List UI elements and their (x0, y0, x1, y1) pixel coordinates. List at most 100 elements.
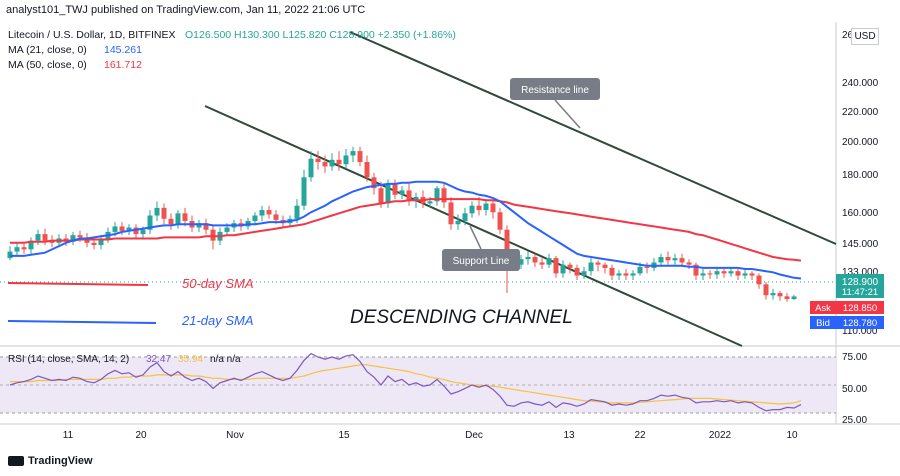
candle-body (532, 257, 538, 263)
candle-body (763, 284, 769, 296)
candle-body (644, 266, 650, 268)
candle-body (154, 207, 160, 216)
time-tick-label: 10 (786, 430, 798, 441)
rsi-legend-label: RSI (14, close, SMA, 14, 2) (8, 354, 129, 365)
rsi-na-values: n/a n/a (210, 354, 241, 365)
currency-button[interactable]: USD (851, 28, 879, 45)
price-tick-label: 133.000 (842, 267, 879, 278)
resistance-callout-text: Resistance line (521, 85, 589, 96)
candle-body (462, 213, 468, 221)
candle-body (539, 262, 545, 265)
candle-body (259, 210, 265, 216)
candle-body (350, 151, 356, 156)
candle-body (560, 264, 566, 274)
time-tick-label: 22 (634, 430, 646, 441)
price-tick-label: 110.000 (842, 326, 878, 337)
candle-body (490, 203, 496, 213)
candle-body (364, 162, 370, 178)
rsi-series-line (9, 352, 802, 412)
top-bar: analyst101_TWJ published on TradingView.… (0, 0, 900, 22)
time-tick-label: Dec (465, 430, 483, 441)
candle-body (35, 234, 41, 241)
candle-body (427, 201, 433, 204)
candle-body (546, 258, 552, 265)
candle-body (14, 247, 20, 252)
support-trendline[interactable] (204, 105, 743, 347)
time-tick-label: 11 (63, 430, 74, 441)
candle-body (791, 296, 797, 300)
candle-body (700, 273, 706, 276)
candle-body (441, 188, 447, 203)
candle-body (609, 267, 615, 276)
candle-body (112, 226, 118, 232)
candle-body (672, 258, 678, 261)
candle-body (329, 159, 335, 167)
ma50-series-line (10, 198, 802, 262)
candle-body (749, 273, 755, 276)
price-tick-label: 200.000 (842, 137, 879, 148)
candle-body (497, 212, 503, 230)
candle-body (602, 264, 608, 268)
candle-body (413, 196, 419, 202)
resistance-trendline[interactable] (349, 31, 837, 245)
candle-body (483, 203, 489, 211)
rsi-sma-legend-value: 35.94 (178, 354, 203, 365)
candle-body (119, 226, 125, 231)
rsi-scale[interactable]: 75.00 50.00 25.00 (842, 352, 867, 426)
candle-body (553, 258, 559, 274)
time-tick-label: Nov (226, 430, 244, 441)
candle-body (21, 247, 27, 250)
publisher-info: analyst101_TWJ published on TradingView.… (6, 4, 366, 16)
support-callout-text: Support Line (453, 256, 510, 267)
candle-body (28, 240, 34, 250)
bid-label: Bid (816, 318, 830, 329)
candle-body (77, 235, 83, 238)
tradingview-brand: TradingView (8, 455, 93, 467)
support-callout (442, 249, 520, 271)
sma50-sample-line (7, 282, 149, 286)
candle-body (385, 183, 391, 204)
time-tick-label: 20 (135, 430, 147, 441)
candle-body (714, 271, 720, 275)
candle-body (686, 262, 692, 265)
candle-body (707, 273, 713, 275)
candle-body (252, 215, 258, 221)
rsi-tick-label: 75.00 (842, 352, 867, 363)
sma21-annotation: 21-day SMA (181, 313, 254, 328)
price-tick-label: 220.000 (842, 107, 879, 118)
candle-body (448, 202, 454, 225)
candle-body (756, 275, 762, 285)
channel-annotation: DESCENDING CHANNEL (350, 307, 573, 328)
candle-body (294, 205, 300, 219)
candle-body (392, 183, 398, 195)
candle-body (315, 158, 321, 163)
candle-body (469, 205, 475, 214)
price-tick-label: 240.000 (842, 78, 879, 89)
candle-body (567, 264, 573, 268)
resistance-callout-pointer (554, 99, 581, 129)
bid-tag-label-box (810, 316, 836, 329)
tradingview-logo-icon (8, 456, 24, 466)
candle-body (777, 293, 783, 297)
ma50-legend-label: MA (50, close, 0) (8, 59, 87, 71)
candle-body (42, 234, 48, 241)
last-price-tag (836, 274, 884, 298)
candle-body (784, 296, 790, 300)
price-tick-label: 160.000 (842, 208, 879, 219)
candle-body (378, 188, 384, 204)
ma21-legend-value: 145.261 (104, 44, 142, 56)
ma21-legend-label: MA (21, close, 0) (8, 44, 87, 56)
candle-body (616, 273, 622, 276)
candle-body (770, 293, 776, 296)
candle-body (630, 273, 636, 276)
candle-body (665, 257, 671, 261)
candle-body (588, 262, 594, 272)
time-scale[interactable]: 11 20 Nov 15 Dec 13 22 2022 10 (63, 430, 798, 441)
countdown-value: 11:47:21 (842, 287, 878, 298)
candle-body (693, 264, 699, 276)
candle-body (301, 177, 307, 206)
candle-body (679, 258, 685, 263)
symbol-title: Litecoin / U.S. Dollar, 1D, BITFINEX (8, 29, 175, 41)
candle-body (406, 190, 412, 202)
